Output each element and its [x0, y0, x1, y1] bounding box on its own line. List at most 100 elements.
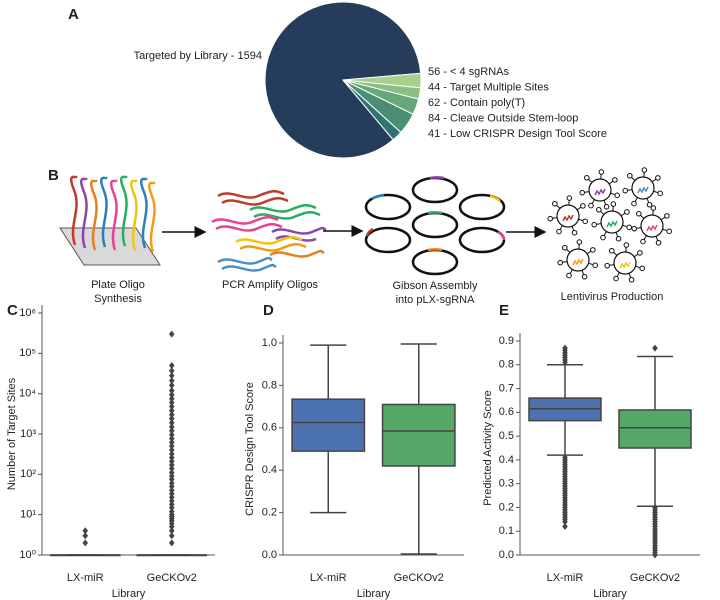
- spike-tip: [579, 189, 585, 196]
- spike-tip: [600, 234, 606, 241]
- rna: [637, 186, 649, 194]
- plate: [59, 227, 161, 266]
- outlier: [168, 461, 175, 469]
- virus: [631, 176, 655, 200]
- outlier: [562, 344, 568, 352]
- outlier: [168, 479, 175, 487]
- slice-label: 41 - Low CRISPR Design Tool Score: [428, 128, 607, 140]
- y-tick-label: 10²: [20, 468, 36, 480]
- spike-tip: [604, 262, 610, 269]
- outlier: [168, 532, 175, 540]
- y-tick-label: 10⁶: [19, 307, 36, 319]
- y-tick-label: 0.8: [262, 379, 277, 391]
- spike-tip: [636, 210, 642, 217]
- outlier: [562, 518, 568, 526]
- spike-tip: [588, 202, 594, 209]
- outlier: [652, 551, 658, 559]
- rna: [606, 220, 618, 228]
- box: [291, 398, 366, 452]
- spike-tip: [610, 201, 617, 207]
- outlier: [168, 438, 175, 446]
- outlier: [168, 442, 175, 450]
- spike-tip: [591, 221, 597, 228]
- outlier: [168, 493, 175, 501]
- outlier: [168, 411, 175, 419]
- outlier: [168, 427, 175, 435]
- y-tick-label: 0.2: [499, 501, 514, 513]
- outlier: [168, 454, 175, 462]
- y-tick-label: 0.7: [499, 382, 514, 394]
- spike-tip: [627, 172, 633, 179]
- y-tick-label: 0.0: [262, 549, 277, 561]
- spike-tip: [646, 201, 653, 208]
- spike-tip: [628, 276, 635, 283]
- spike-tip: [666, 228, 672, 235]
- x-axis-label: Library: [112, 588, 146, 600]
- outlier: [168, 361, 175, 369]
- y-tick-label: 10⁵: [19, 347, 36, 359]
- spike-tip: [657, 190, 663, 197]
- rna: [594, 188, 606, 196]
- spike-tip: [639, 265, 645, 272]
- y-tick-label: 0.8: [499, 359, 514, 371]
- spike-tip: [581, 273, 588, 280]
- outlier: [168, 457, 175, 465]
- spike-tip: [598, 169, 605, 175]
- pie-slice: [342, 79, 402, 141]
- panel-label: A: [68, 6, 79, 23]
- step-label: Lentivirus Production: [561, 291, 664, 303]
- outlier: [168, 415, 175, 423]
- spike-tip: [614, 192, 620, 199]
- x-tick-label: LX-miR: [547, 572, 584, 584]
- virus: [556, 204, 580, 228]
- y-tick-label: 10⁴: [19, 388, 36, 400]
- spike-tip: [547, 215, 553, 222]
- step-label: into pLX-sgRNA: [396, 294, 476, 306]
- x-tick-label: LX-miR: [310, 572, 347, 584]
- x-tick-label: GeCKOv2: [630, 572, 680, 584]
- spike-tip: [576, 239, 583, 245]
- outlier: [168, 497, 175, 505]
- spike-tip: [582, 218, 588, 225]
- spike-tip: [562, 244, 568, 251]
- spike-tip: [655, 175, 661, 181]
- virus: [640, 214, 664, 238]
- y-tick-label: 0.6: [499, 406, 514, 418]
- outlier: [652, 344, 658, 352]
- spike-tip: [615, 235, 622, 242]
- step-label: Gibson Assembly: [393, 280, 478, 292]
- plasmids: [364, 176, 506, 276]
- x-tick-label: LX-miR: [67, 572, 104, 584]
- virus: [613, 251, 637, 275]
- spike-tip: [566, 272, 572, 279]
- spike-tip: [631, 225, 637, 232]
- slice-label: 84 - Cleave Outside Stem-loop: [428, 112, 578, 124]
- spike-tip: [623, 242, 630, 248]
- virus: [588, 178, 612, 202]
- y-tick-label: 0.9: [499, 335, 514, 347]
- spike-tip: [584, 174, 590, 181]
- y-axis-label: CRISPR Design Tool Score: [244, 382, 256, 516]
- y-tick-label: 0.2: [262, 507, 277, 519]
- viruses: [547, 167, 672, 283]
- outlier: [168, 407, 175, 415]
- slice-label: 62 - Contain poly(T): [428, 97, 525, 109]
- outlier: [168, 446, 175, 454]
- spike-tip: [580, 203, 586, 209]
- y-tick-label: 0.1: [499, 525, 514, 537]
- slice-label: Targeted by Library - 1594: [134, 50, 262, 62]
- spike-tip: [557, 259, 563, 266]
- rna: [646, 224, 658, 232]
- spike-tip: [626, 224, 632, 231]
- x-axis-label: Library: [357, 588, 391, 600]
- y-tick-label: 0.4: [499, 454, 514, 466]
- rna: [562, 214, 574, 222]
- oligos: [69, 175, 156, 253]
- outlier: [168, 431, 175, 439]
- pie-slice: [264, 1, 422, 159]
- rna: [572, 258, 584, 266]
- x-tick-label: GeCKOv2: [394, 572, 444, 584]
- y-tick-label: 0.0: [499, 549, 514, 561]
- outlier: [82, 532, 89, 540]
